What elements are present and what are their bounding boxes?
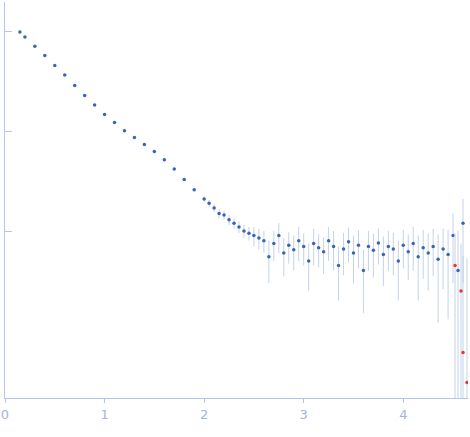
svg-text:3: 3 — [300, 407, 308, 422]
svg-text:4: 4 — [399, 407, 407, 422]
svg-text:2: 2 — [200, 407, 208, 422]
svg-text:1: 1 — [100, 407, 108, 422]
svg-text:0: 0 — [1, 407, 9, 422]
